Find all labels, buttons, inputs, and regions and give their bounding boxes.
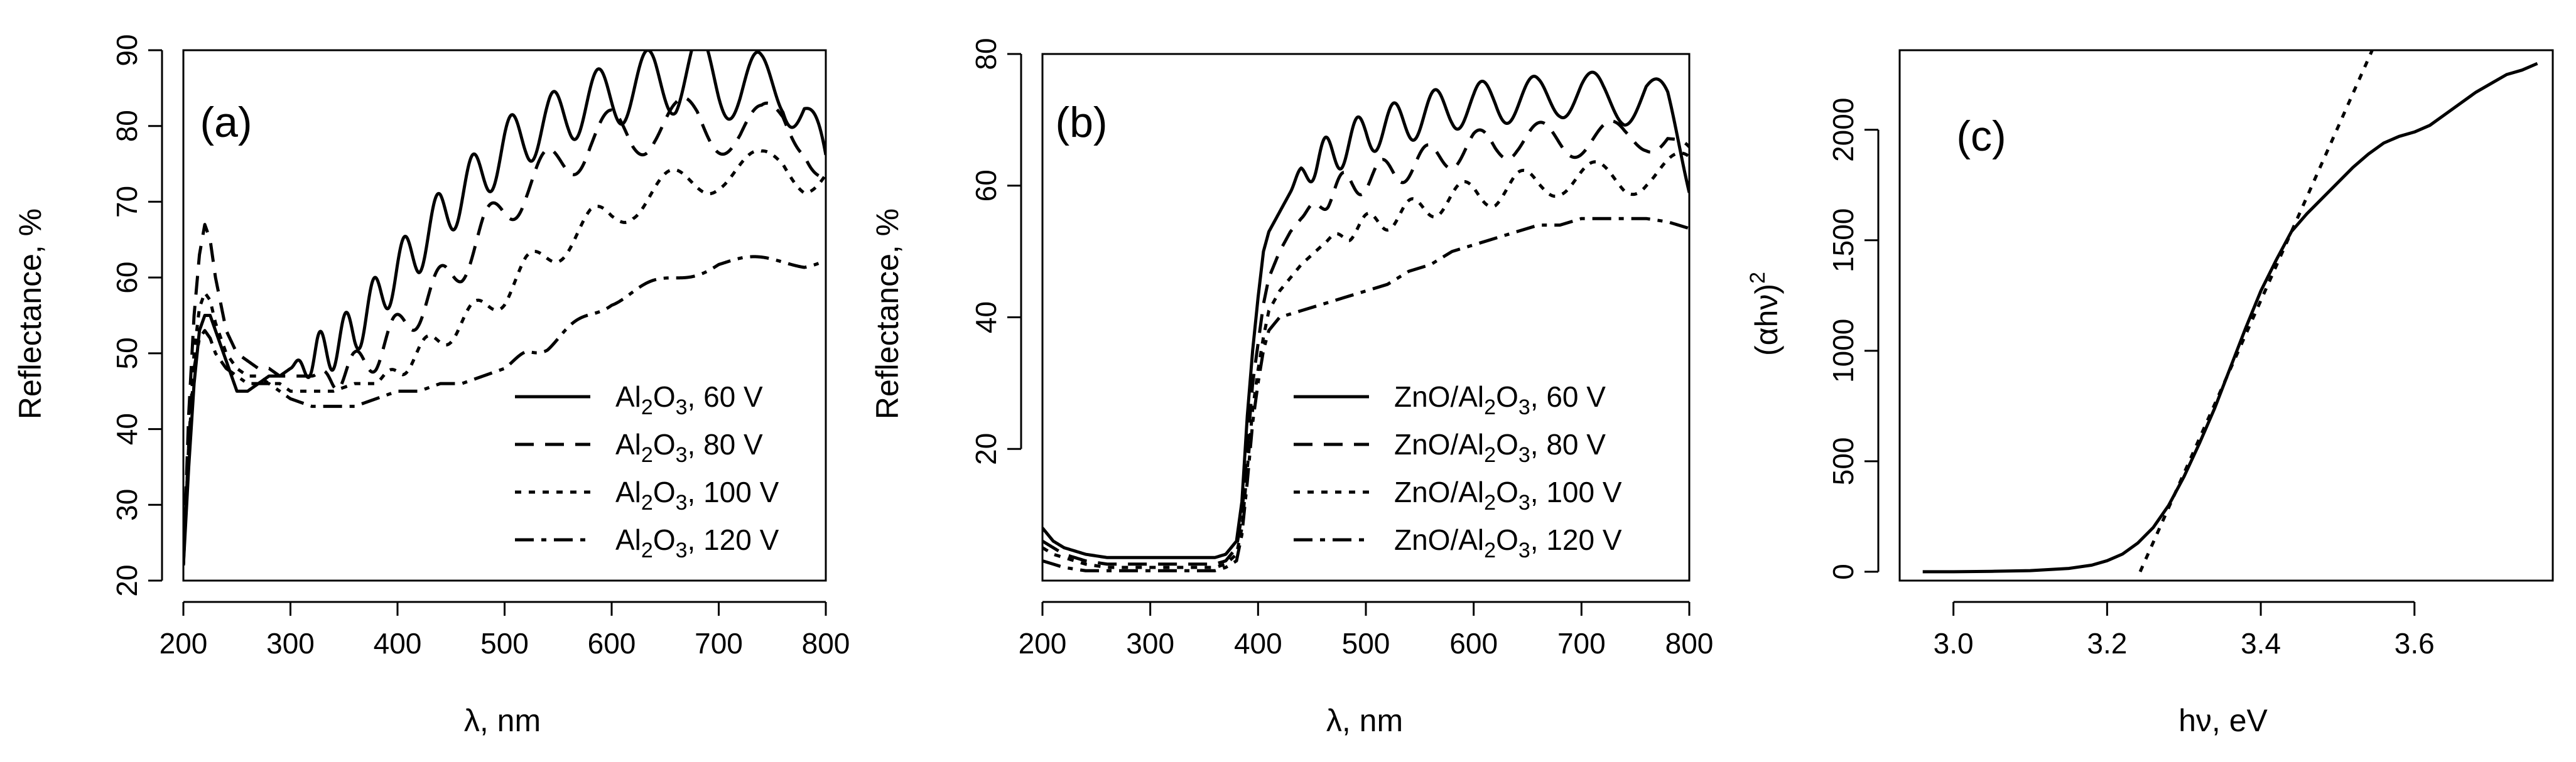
panel-label: (a)	[200, 99, 252, 146]
series-line	[2138, 50, 2374, 572]
series-line	[183, 96, 826, 566]
panel-a: 200 300 400 500 600 700 800 20 30 40 50 60 70 80 90 λ, …	[13, 34, 850, 738]
plot-frame	[1898, 49, 2554, 582]
series-line	[183, 50, 826, 566]
y-tick-label: 90	[111, 34, 143, 66]
y-tick-label: 60	[970, 169, 1002, 201]
plot-area	[1042, 70, 1689, 572]
x-tick-label: 500	[480, 627, 529, 660]
series-line	[183, 255, 826, 566]
x-tick-label: 3.4	[2241, 627, 2281, 660]
y-tick-label: 50	[111, 337, 143, 369]
legend-label: ZnO/Al2O3, 100 V	[1394, 476, 1622, 515]
y-tick-label: 500	[1827, 437, 1859, 486]
legend-label: Al2O3, 80 V	[615, 428, 763, 467]
y-tick-label: 40	[111, 413, 143, 445]
panel-b: 200 300 400 500 600 700 800 20 40 60 80 λ, nm Reflec…	[870, 38, 1713, 738]
legend-label: ZnO/Al2O3, 80 V	[1394, 428, 1606, 467]
legend-label: Al2O3, 60 V	[615, 380, 763, 419]
x-tick-label: 300	[266, 627, 315, 660]
y-tick-label: 60	[111, 262, 143, 294]
y-tick-label: 80	[111, 110, 143, 142]
y-axis-title-superscript: 2	[1746, 272, 1770, 284]
series-line	[1042, 217, 1689, 572]
y-axis-title-text: Reflectance, %	[13, 208, 48, 419]
x-tick-label: 200	[1019, 627, 1067, 660]
x-tick-label: 600	[588, 627, 636, 660]
x-tick-label: 400	[1234, 627, 1282, 660]
legend: Al2O3, 60 V Al2O3, 80 V Al2O3, 100 V Al2O3,…	[515, 380, 779, 562]
y-axis-title-text: (αhν)	[1749, 284, 1784, 356]
x-axis-title: λ, nm	[1326, 703, 1403, 738]
series-line	[1042, 70, 1689, 559]
y-tick-label: 70	[111, 186, 143, 218]
x-tick-label: 3.2	[2087, 627, 2127, 660]
series-line	[1042, 151, 1689, 569]
x-axis-title: λ, nm	[464, 703, 541, 738]
y-axis-title: Reflectance, %	[13, 208, 48, 419]
plot-frame	[182, 49, 827, 582]
x-tick-label: 800	[1665, 627, 1714, 660]
panel-label: (c)	[1956, 112, 2006, 160]
legend-label: ZnO/Al2O3, 120 V	[1394, 523, 1622, 562]
y-tick-label: 1500	[1827, 208, 1859, 272]
y-axis-title-text: Reflectance, %	[870, 208, 905, 419]
x-tick-label: 500	[1342, 627, 1390, 660]
legend-label: ZnO/Al2O3, 60 V	[1394, 380, 1606, 419]
x-tick-label: 800	[802, 627, 850, 660]
x-tick-label: 200	[160, 627, 208, 660]
y-tick-label: 20	[111, 564, 143, 596]
x-tick-label: 3.6	[2395, 627, 2435, 660]
series-line	[1922, 62, 2538, 574]
x-tick-label: 700	[1557, 627, 1606, 660]
y-tick-label: 2000	[1827, 98, 1859, 162]
panel-label: (b)	[1055, 99, 1107, 146]
x-tick-label: 600	[1449, 627, 1498, 660]
legend-label: Al2O3, 120 V	[615, 523, 779, 562]
legend: ZnO/Al2O3, 60 V ZnO/Al2O3, 80 V ZnO/Al2O3,…	[1294, 380, 1622, 562]
x-tick-label: 400	[374, 627, 422, 660]
y-tick-label: 1000	[1827, 319, 1859, 383]
y-tick-label: 40	[970, 301, 1002, 333]
series-line	[1042, 119, 1689, 566]
y-tick-label: 30	[111, 489, 143, 521]
plot-area	[183, 50, 826, 566]
plot-frame	[1041, 53, 1691, 582]
series-line	[183, 149, 826, 566]
y-tick-label: 80	[970, 38, 1002, 70]
x-tick-label: 300	[1126, 627, 1174, 660]
x-axis-title: hν, eV	[2178, 703, 2268, 738]
x-tick-label: 3.0	[1934, 627, 1974, 660]
y-axis-title: (αhν)2	[1746, 272, 1784, 356]
y-tick-label: 0	[1827, 564, 1859, 580]
legend-label: Al2O3, 100 V	[615, 476, 779, 515]
plot-area	[1922, 50, 2538, 574]
panel-c: 3.0 3.2 3.4 3.6 0 500 1000 1500 2000 hν, eV (αhν)2…	[1746, 49, 2554, 738]
x-tick-label: 700	[695, 627, 743, 660]
y-tick-label: 20	[970, 433, 1002, 465]
y-axis-title: Reflectance, %	[870, 208, 905, 419]
